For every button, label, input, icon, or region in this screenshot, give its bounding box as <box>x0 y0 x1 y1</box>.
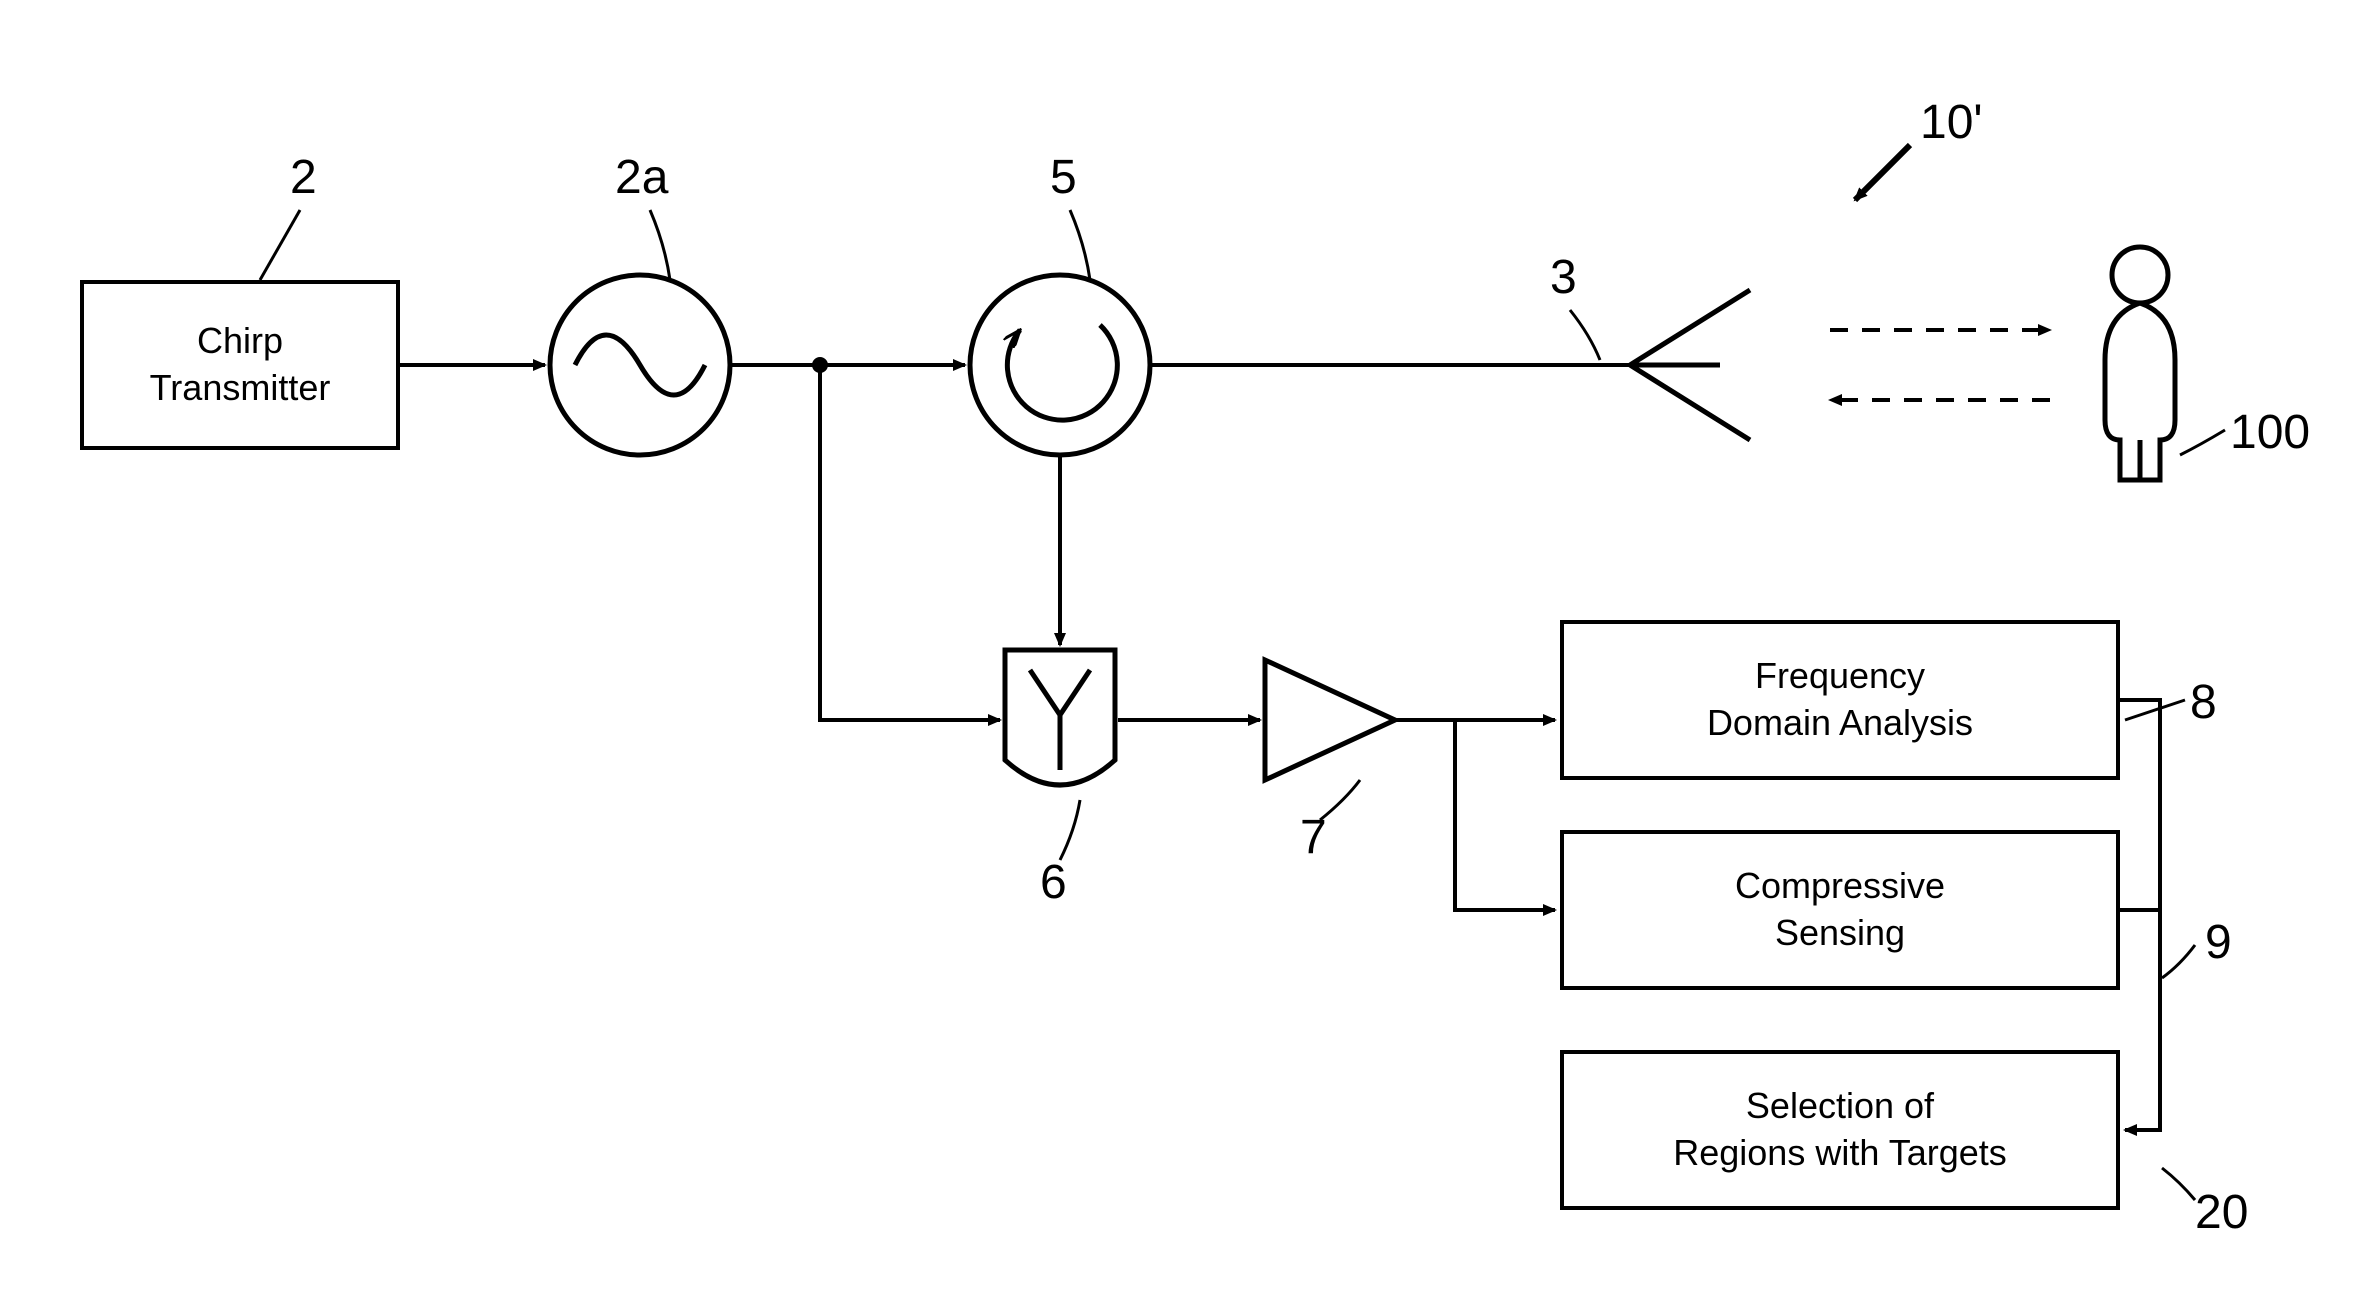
edge-split-cs <box>1455 720 1555 910</box>
label-20: 20 <box>2195 1185 2248 1240</box>
leader-6 <box>1060 800 1080 860</box>
ref-10prime-arrow <box>1855 145 1910 200</box>
leader-100 <box>2180 430 2225 455</box>
person-icon <box>2105 247 2175 480</box>
label-5: 5 <box>1050 150 1077 205</box>
chirp-l1: Chirp <box>150 318 331 365</box>
edge-junction-mixer <box>820 365 1000 720</box>
leader-8 <box>2125 700 2185 720</box>
fda-l1: Frequency <box>1707 653 1973 700</box>
circulator-icon <box>970 275 1150 455</box>
label-2a: 2a <box>615 150 668 205</box>
leader-9 <box>2162 945 2195 978</box>
fda-box: Frequency Domain Analysis <box>1560 620 2120 780</box>
chirp-l2: Transmitter <box>150 365 331 412</box>
leader-2a <box>650 210 670 280</box>
label-8: 8 <box>2190 675 2217 730</box>
srt-box: Selection of Regions with Targets <box>1560 1050 2120 1210</box>
leader-3 <box>1570 310 1600 360</box>
leader-5 <box>1070 210 1090 280</box>
radar-block-diagram: Chirp Transmitter Frequency Domain Analy… <box>0 0 2377 1299</box>
leader-20 <box>2162 1168 2195 1200</box>
cs-l2: Sensing <box>1735 910 1945 957</box>
fda-l2: Domain Analysis <box>1707 700 1973 747</box>
cs-l1: Compressive <box>1735 863 1945 910</box>
srt-l1: Selection of <box>1673 1083 2007 1130</box>
antenna-icon <box>1630 290 1750 440</box>
edge-fda-merge <box>2120 700 2160 1130</box>
label-100: 100 <box>2230 405 2310 460</box>
label-7: 7 <box>1300 810 1327 865</box>
label-6: 6 <box>1040 855 1067 910</box>
amplifier-icon <box>1265 660 1395 780</box>
label-9: 9 <box>2205 915 2232 970</box>
label-3: 3 <box>1550 250 1577 305</box>
label-10p: 10' <box>1920 95 1983 150</box>
srt-l2: Regions with Targets <box>1673 1130 2007 1177</box>
label-2: 2 <box>290 150 317 205</box>
leader-2 <box>260 210 300 280</box>
cs-box: Compressive Sensing <box>1560 830 2120 990</box>
chirp-transmitter-box: Chirp Transmitter <box>80 280 400 450</box>
